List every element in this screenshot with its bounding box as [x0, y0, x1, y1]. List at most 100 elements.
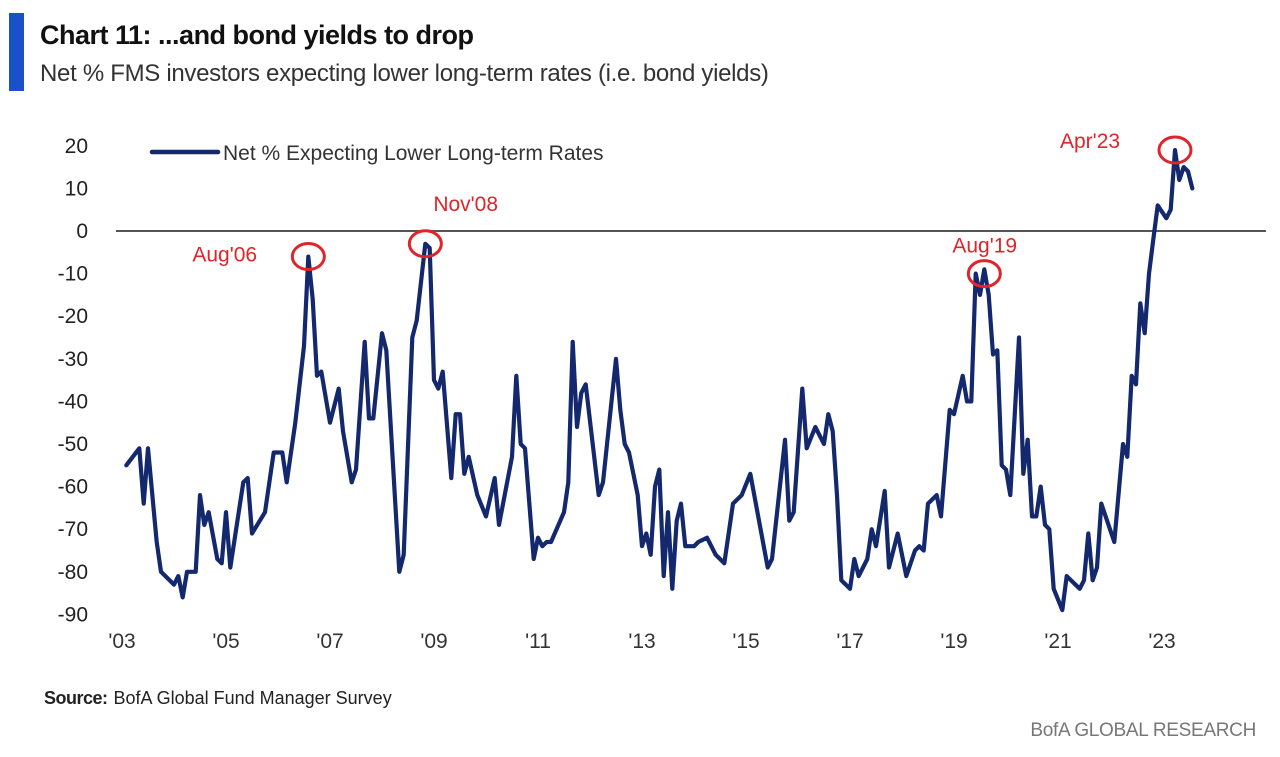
- data-point: [732, 503, 734, 505]
- data-point: [320, 371, 322, 373]
- data-point: [1174, 149, 1176, 151]
- data-point: [645, 532, 647, 534]
- data-point: [619, 409, 621, 411]
- annotation-label: Aug'06: [192, 244, 257, 267]
- data-point: [229, 567, 231, 569]
- data-point: [351, 481, 353, 483]
- data-point: [316, 375, 318, 377]
- data-point: [303, 345, 305, 347]
- data-point: [398, 571, 400, 573]
- data-point: [667, 511, 669, 513]
- data-point: [186, 571, 188, 573]
- x-tick-label: '17: [836, 630, 863, 653]
- annotation-circle: [966, 259, 1002, 289]
- data-point: [1018, 337, 1020, 338]
- data-point: [251, 532, 253, 534]
- data-point: [814, 426, 816, 428]
- data-point: [329, 422, 331, 424]
- data-point: [966, 400, 968, 402]
- data-point: [221, 562, 223, 564]
- data-point: [1183, 166, 1185, 168]
- data-point: [1087, 532, 1089, 534]
- data-point: [312, 298, 314, 300]
- data-point: [897, 532, 899, 534]
- data-point: [138, 447, 140, 449]
- data-point: [1027, 439, 1029, 441]
- data-point: [853, 558, 855, 560]
- data-point: [697, 541, 699, 543]
- annotation-circle: [1157, 135, 1193, 165]
- data-point: [693, 545, 695, 547]
- data-point: [546, 541, 548, 543]
- data-point: [784, 439, 786, 441]
- data-point: [203, 524, 205, 526]
- data-point: [996, 349, 998, 351]
- data-point: [1144, 332, 1146, 334]
- data-point: [624, 443, 626, 445]
- data-point: [953, 413, 955, 415]
- data-point: [1152, 239, 1154, 241]
- data-point: [264, 511, 266, 513]
- source-text: BofA Global Fund Manager Survey: [113, 688, 392, 708]
- y-tick-label: -20: [58, 305, 88, 328]
- x-tick-label: '05: [212, 630, 239, 653]
- data-point: [615, 358, 617, 360]
- data-point: [368, 417, 370, 419]
- x-tick-label: '11: [525, 630, 551, 653]
- data-point: [1191, 187, 1193, 189]
- data-point: [598, 494, 600, 496]
- data-point: [225, 511, 227, 513]
- data-point: [442, 371, 444, 373]
- data-point: [437, 388, 439, 390]
- data-point: [1083, 579, 1085, 581]
- data-point: [793, 511, 795, 513]
- data-point: [416, 319, 418, 321]
- y-tick-label: -70: [58, 518, 88, 541]
- data-point: [364, 341, 366, 343]
- data-point: [832, 430, 834, 432]
- title-accent-bar: [9, 13, 24, 91]
- data-point: [294, 422, 296, 424]
- data-point: [125, 464, 127, 466]
- data-point: [199, 494, 201, 496]
- annotation-label: Apr'23: [1060, 130, 1120, 153]
- data-point: [307, 256, 309, 258]
- data-point: [979, 294, 981, 296]
- data-point: [1178, 179, 1180, 181]
- data-point: [654, 486, 656, 488]
- data-point: [476, 494, 478, 496]
- data-point: [550, 541, 552, 543]
- legend-label: Net % Expecting Lower Long-term Rates: [223, 142, 604, 165]
- data-point: [650, 554, 652, 556]
- data-point: [537, 537, 539, 539]
- data-point: [485, 515, 487, 517]
- data-point: [585, 383, 587, 385]
- data-point: [840, 579, 842, 581]
- data-point: [884, 490, 886, 492]
- data-point: [468, 456, 470, 458]
- data-point: [970, 400, 972, 402]
- x-tick-label: '07: [316, 630, 343, 653]
- x-tick-label: '19: [940, 630, 967, 653]
- data-point: [372, 417, 374, 419]
- data-point: [836, 494, 838, 496]
- data-point: [1031, 515, 1033, 517]
- data-point: [676, 520, 678, 522]
- data-point: [1148, 273, 1150, 275]
- data-point: [242, 481, 244, 483]
- data-point: [450, 477, 452, 479]
- source-label: Source:: [44, 688, 108, 708]
- annotation-label: Aug'19: [952, 235, 1017, 258]
- data-point: [1053, 588, 1055, 590]
- data-point: [463, 473, 465, 475]
- data-point: [498, 524, 500, 526]
- data-point: [1122, 443, 1124, 445]
- annotation-circle: [290, 242, 326, 272]
- y-tick-label: -80: [58, 561, 88, 584]
- data-point: [1131, 375, 1133, 377]
- data-point: [767, 567, 769, 569]
- data-point: [936, 494, 938, 496]
- data-point: [580, 392, 582, 394]
- data-point: [962, 375, 964, 377]
- y-tick-label: -30: [58, 348, 88, 371]
